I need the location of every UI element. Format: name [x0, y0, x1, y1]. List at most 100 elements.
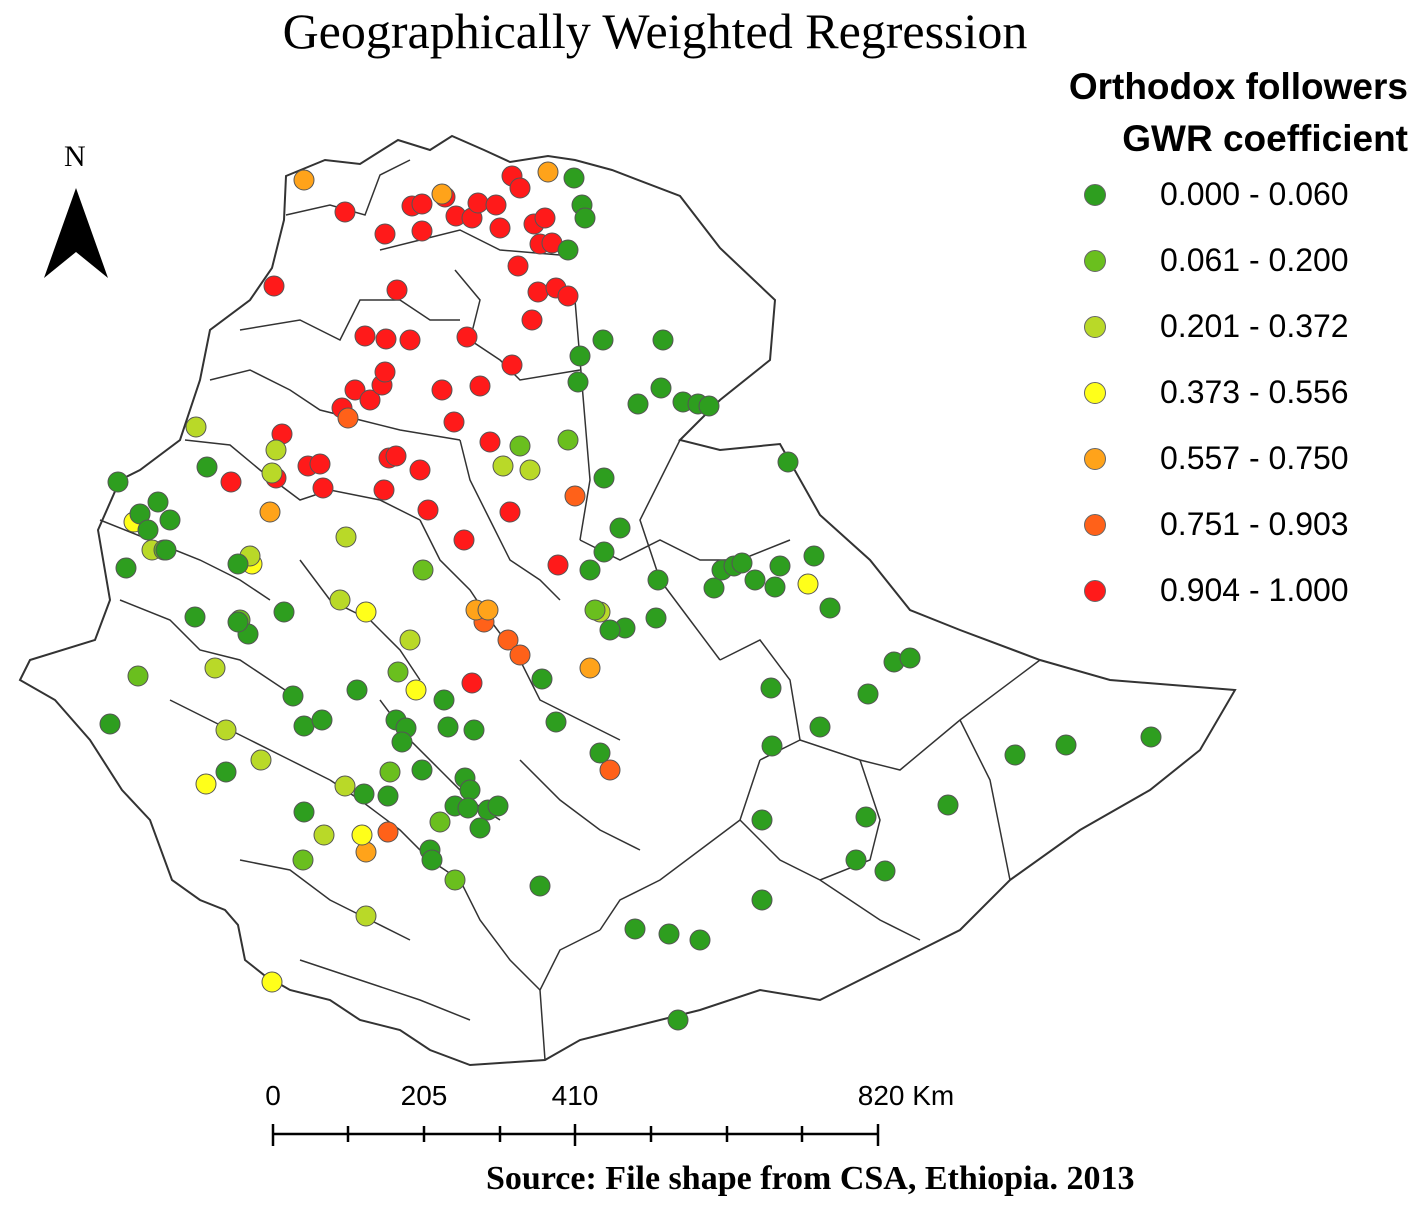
gwr-point-class-1 [777, 451, 799, 473]
gwr-point-class-1 [155, 539, 177, 561]
gwr-point-class-1 [937, 794, 959, 816]
gwr-point-class-1 [751, 809, 773, 831]
legend-label-class-5: 0.557 - 0.750 [1160, 440, 1349, 476]
gwr-point-class-1 [769, 555, 791, 577]
gwr-point-class-1 [647, 569, 669, 591]
gwr-point-class-3 [250, 749, 272, 771]
gwr-point-class-7 [411, 220, 433, 242]
gwr-point-class-3 [313, 824, 335, 846]
gwr-points [99, 161, 1162, 1031]
legend-swatch-class-1 [1084, 184, 1106, 206]
gwr-point-class-1 [545, 711, 567, 733]
gwr-point-class-1 [574, 207, 596, 229]
gwr-point-class-2 [412, 559, 434, 581]
north-label: N [64, 140, 86, 173]
gwr-point-class-7 [309, 453, 331, 475]
gwr-point-class-7 [453, 529, 475, 551]
legend-item-class-4: 0.373 - 0.556 [1078, 372, 1398, 412]
gwr-point-class-1 [627, 393, 649, 415]
gwr-point-class-1 [563, 167, 585, 189]
gwr-point-class-1 [744, 569, 766, 591]
gwr-point-class-1 [609, 517, 631, 539]
gwr-point-class-1 [391, 731, 413, 753]
gwr-point-class-5 [259, 501, 281, 523]
gwr-point-class-1 [282, 685, 304, 707]
gwr-point-class-2 [292, 849, 314, 871]
gwr-point-class-7 [461, 672, 483, 694]
gwr-point-class-4 [351, 824, 373, 846]
gwr-point-class-7 [220, 471, 242, 493]
legend-item-class-6: 0.751 - 0.903 [1078, 504, 1398, 544]
gwr-point-class-7 [334, 201, 356, 223]
gwr-point-class-1 [215, 761, 237, 783]
legend-label-class-3: 0.201 - 0.372 [1160, 308, 1349, 344]
gwr-point-class-1 [437, 716, 459, 738]
gwr-point-class-1 [567, 371, 589, 393]
gwr-point-class-1 [760, 677, 782, 699]
gwr-point-class-7 [534, 207, 556, 229]
gwr-point-class-2 [444, 869, 466, 891]
gwr-point-class-1 [1055, 734, 1077, 756]
gwr-point-class-1 [689, 929, 711, 951]
gwr-point-class-3 [204, 657, 226, 679]
gwr-point-class-7 [485, 194, 507, 216]
gwr-point-class-1 [107, 471, 129, 493]
legend-label-class-1: 0.000 - 0.060 [1160, 176, 1349, 212]
gwr-point-class-1 [857, 683, 879, 705]
gwr-point-class-1 [469, 817, 491, 839]
gwr-point-class-1 [227, 553, 249, 575]
gwr-point-class-1 [652, 329, 674, 351]
gwr-point-class-1 [421, 849, 443, 871]
legend-item-class-5: 0.557 - 0.750 [1078, 438, 1398, 478]
gwr-point-class-2 [387, 661, 409, 683]
legend-swatch-class-5 [1084, 448, 1106, 470]
gwr-point-class-6 [377, 821, 399, 843]
legend-title-line2: GWR coefficient [1122, 118, 1408, 159]
gwr-point-class-1 [311, 709, 333, 731]
map-title: Geographically Weighted Regression [282, 3, 1028, 59]
gwr-point-class-1 [761, 735, 783, 757]
gwr-point-class-4 [261, 971, 283, 993]
gwr-point-class-7 [354, 325, 376, 347]
gwr-point-class-1 [589, 742, 611, 764]
scale-label-205: 205 [400, 1080, 448, 1111]
gwr-point-class-7 [479, 431, 501, 453]
scale-label-820: 820 Km [857, 1080, 955, 1111]
gwr-point-class-5 [293, 169, 315, 191]
gwr-point-class-3 [519, 459, 541, 481]
gwr-point-class-1 [463, 719, 485, 741]
gwr-point-class-1 [650, 377, 672, 399]
gwr-point-class-2 [509, 435, 531, 457]
gwr-point-class-7 [344, 379, 366, 401]
gwr-point-class-1 [569, 345, 591, 367]
gwr-point-class-7 [411, 193, 433, 215]
gwr-point-class-2 [127, 665, 149, 687]
gwr-point-class-7 [386, 279, 408, 301]
gwr-point-class-1 [593, 541, 615, 563]
gwr-point-class-3 [399, 629, 421, 651]
gwr-point-class-2 [429, 811, 451, 833]
legend-swatch-class-7 [1084, 580, 1106, 602]
gwr-point-class-6 [497, 629, 519, 651]
gwr-point-class-7 [509, 177, 531, 199]
gwr-point-class-7 [263, 275, 285, 297]
gwr-point-class-1 [645, 607, 667, 629]
gwr-point-class-1 [115, 557, 137, 579]
gwr-point-class-3 [355, 905, 377, 927]
gwr-point-class-7 [547, 554, 569, 576]
gwr-point-class-1 [377, 785, 399, 807]
gwr-point-class-1 [487, 795, 509, 817]
gwr-point-class-1 [531, 668, 553, 690]
legend-title-line1: Orthodox followers [1068, 66, 1408, 107]
scale-label-410: 410 [551, 1080, 599, 1111]
gwr-point-class-7 [557, 285, 579, 307]
gwr-point-class-1 [411, 759, 433, 781]
gwr-point-class-4 [405, 679, 427, 701]
gwr-point-class-3 [492, 455, 514, 477]
gwr-point-class-3 [335, 526, 357, 548]
gwr-point-class-4 [195, 773, 217, 795]
gwr-point-class-7 [359, 389, 381, 411]
gwr-point-class-1 [99, 713, 121, 735]
gwr-point-class-1 [698, 395, 720, 417]
